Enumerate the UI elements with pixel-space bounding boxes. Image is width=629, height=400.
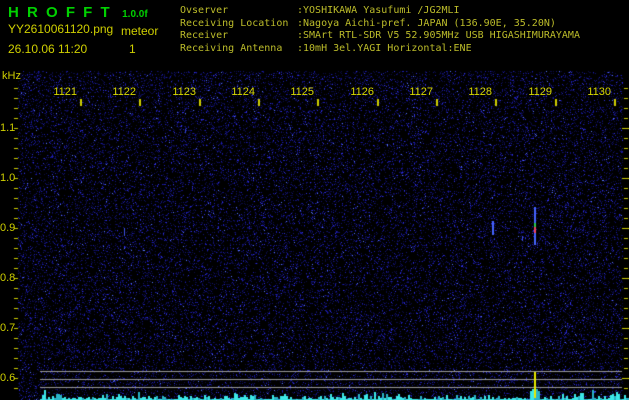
station-info-row: Receiving Location :Nagoya Aichi-pref. JA… [180,18,580,31]
station-info-row: Receiver :SMArt RTL-SDR V5 52.905MHz USB … [180,30,580,43]
station-info-row: Ovserver :YOSHIKAWA Yasufumi /JG2MLI [180,5,580,18]
time-tick-label: 1126 [350,86,374,98]
time-tick-label: 1128 [468,86,492,98]
station-info-value: :Nagoya Aichi-pref. JAPAN (136.90E, 35.2… [297,17,556,29]
app-version: 1.0.0f [122,9,148,20]
station-info-label: Receiver [180,30,229,42]
freq-tick-label: 1.0 [0,172,16,184]
app-title: H R O F F T [8,4,112,21]
station-info-label: Ovserver [180,5,229,16]
time-tick-label: 1122 [112,86,136,98]
station-info-block: Ovserver :YOSHIKAWA Yasufumi /JG2MLI Recei… [180,5,580,55]
header-left: H R O F F T 1.0.0f [8,4,148,22]
time-tick-label: 1124 [231,86,255,98]
spectrogram-canvas [0,70,629,400]
time-tick-label: 1127 [409,86,433,98]
time-tick-label: 1121 [53,86,77,98]
time-tick-label: 1130 [587,86,611,98]
station-info-label: Receiving Location [180,17,289,29]
station-info-value: :10mH 3el.YAGI Horizontal:ENE [297,42,472,54]
freq-tick-label: 0.6 [0,372,16,384]
station-info-value: :YOSHIKAWA Yasufumi /JG2MLI [297,5,460,16]
time-tick-label: 1129 [528,86,552,98]
datetime-label: 26.10.06 11:20 [8,42,88,56]
time-tick-label: 1123 [172,86,196,98]
station-info-value: :SMArt RTL-SDR V5 52.905MHz USB HIGASHIM… [297,30,580,42]
time-tick-label: 1125 [290,86,314,98]
freq-tick-label: 0.8 [0,272,16,284]
freq-tick-label: 0.9 [0,222,16,234]
station-info-label: Receiving Antenna [180,42,283,54]
freq-axis-unit: kHz [2,70,21,82]
meteor-count: 1 [129,42,136,56]
output-filename: YY2610061120.png [8,22,114,36]
freq-tick-label: 0.7 [0,322,16,334]
mode-label: meteor [121,24,159,38]
station-info-row: Receiving Antenna :10mH 3el.YAGI Horizont… [180,43,580,56]
freq-tick-label: 1.1 [0,122,16,134]
